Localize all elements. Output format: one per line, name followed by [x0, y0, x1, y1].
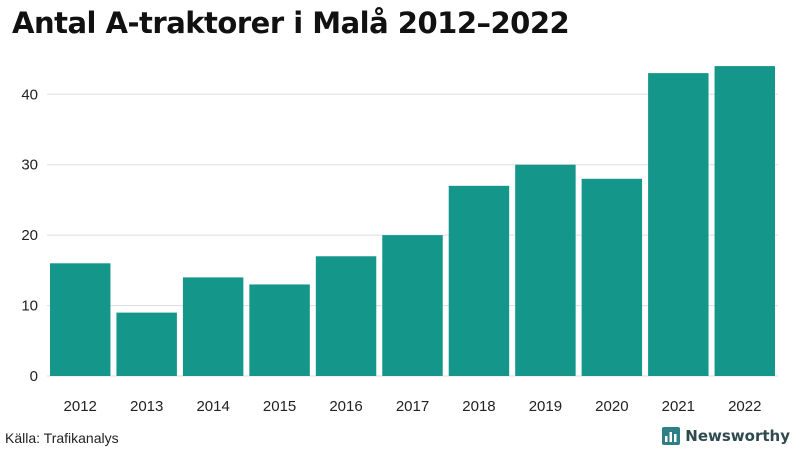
- bar-2019[interactable]: [515, 164, 576, 376]
- x-tick-label: 2015: [263, 398, 296, 415]
- bar-2021[interactable]: [648, 73, 709, 376]
- y-tick-label: 10: [21, 298, 38, 315]
- bar-2015[interactable]: [249, 284, 310, 376]
- y-tick-label: 20: [21, 227, 38, 244]
- x-tick-label: 2013: [130, 398, 163, 415]
- bar-2018[interactable]: [448, 185, 510, 376]
- source-label: Källa: Trafikanalys: [5, 430, 119, 446]
- x-tick-label: 2019: [529, 398, 562, 415]
- bar-2020[interactable]: [581, 178, 643, 376]
- bar-2012[interactable]: [50, 263, 111, 376]
- bars: [50, 66, 775, 376]
- y-tick-label: 0: [30, 368, 38, 385]
- x-tick-label: 2020: [595, 398, 628, 415]
- x-tick-label: 2021: [662, 398, 695, 415]
- x-tick-label: 2012: [64, 398, 97, 415]
- newsworthy-logo-icon: [662, 427, 681, 445]
- chart-title: Antal A-traktorer i Malå 2012–2022: [12, 6, 570, 40]
- x-axis-ticks: 2012 2013 2014 2015 2016 2017 2018 2019 2020 2021…: [64, 398, 762, 415]
- bar-2017[interactable]: [382, 235, 443, 376]
- y-tick-label: 30: [21, 157, 38, 174]
- bar-2022[interactable]: [714, 66, 775, 376]
- brand-logo[interactable]: Newsworthy: [662, 427, 790, 445]
- bar-2013[interactable]: [116, 312, 177, 376]
- x-tick-label: 2014: [196, 398, 229, 415]
- x-tick-label: 2017: [396, 398, 429, 415]
- y-axis-ticks: 0 10 20 30 40: [21, 86, 38, 385]
- y-tick-label: 40: [21, 86, 38, 103]
- x-tick-label: 2022: [728, 398, 761, 415]
- brand-name: Newsworthy: [685, 427, 790, 445]
- x-tick-label: 2018: [462, 398, 495, 415]
- x-tick-label: 2016: [329, 398, 362, 415]
- bar-2016[interactable]: [315, 256, 377, 376]
- bar-2014[interactable]: [182, 277, 244, 376]
